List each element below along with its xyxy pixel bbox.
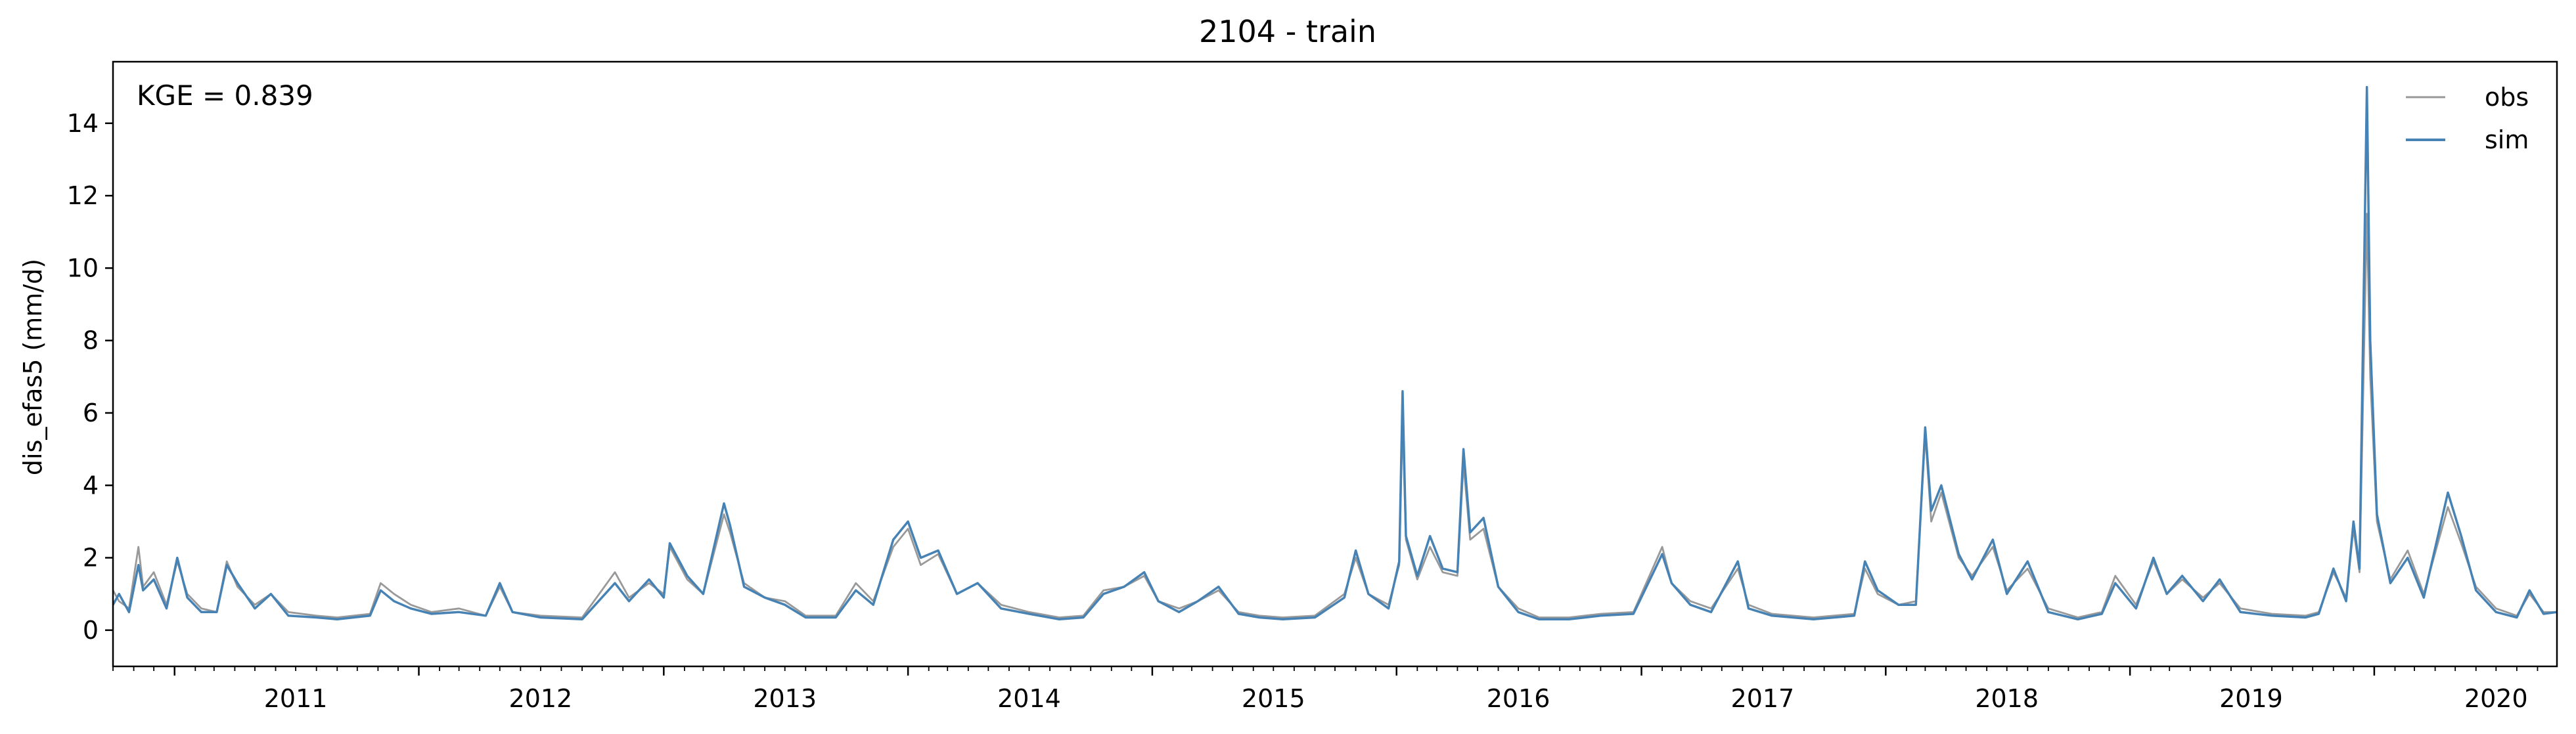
plot-frame: [112, 60, 2558, 668]
x-tick-label: 2014: [997, 684, 1061, 713]
y-tick-label: 6: [83, 399, 99, 427]
legend-sim-label: sim: [2485, 125, 2529, 154]
y-tick-label: 4: [83, 471, 99, 500]
legend: obs sim: [2406, 83, 2529, 154]
x-tick-label: 2019: [2219, 684, 2283, 713]
x-tick-label: 2013: [753, 684, 817, 713]
y-axis-label: dis_efas5 (mm/d): [18, 259, 47, 475]
x-tick-label: 2011: [264, 684, 328, 713]
kge-annotation: KGE = 0.839: [137, 79, 313, 112]
x-tick-label: 2016: [1487, 684, 1550, 713]
chart-title: 2104 - train: [1199, 14, 1376, 49]
x-tick-label: 2015: [1242, 684, 1305, 713]
series-line-obs: [112, 213, 2557, 618]
y-tick-label: 14: [67, 109, 99, 138]
y-tick-label: 2: [83, 544, 99, 572]
x-tick-label: 2018: [1975, 684, 2039, 713]
x-axis: 2011 2012 2013 2014 2015 2016 2017 2018 2019 2020: [112, 666, 2539, 713]
series-line-sim: [112, 85, 2558, 621]
series-layer: [112, 85, 2558, 621]
x-tick-label: 2012: [509, 684, 573, 713]
legend-obs-label: obs: [2485, 83, 2529, 112]
x-tick-label: 2020: [2464, 684, 2528, 713]
x-tick-label: 2017: [1731, 684, 1795, 713]
y-axis: 0 2 4 6 8 10 12 14: [67, 109, 113, 645]
y-tick-label: 8: [83, 326, 99, 355]
y-tick-label: 12: [67, 181, 99, 210]
y-tick-label: 10: [67, 253, 99, 282]
y-tick-label: 0: [83, 616, 99, 645]
